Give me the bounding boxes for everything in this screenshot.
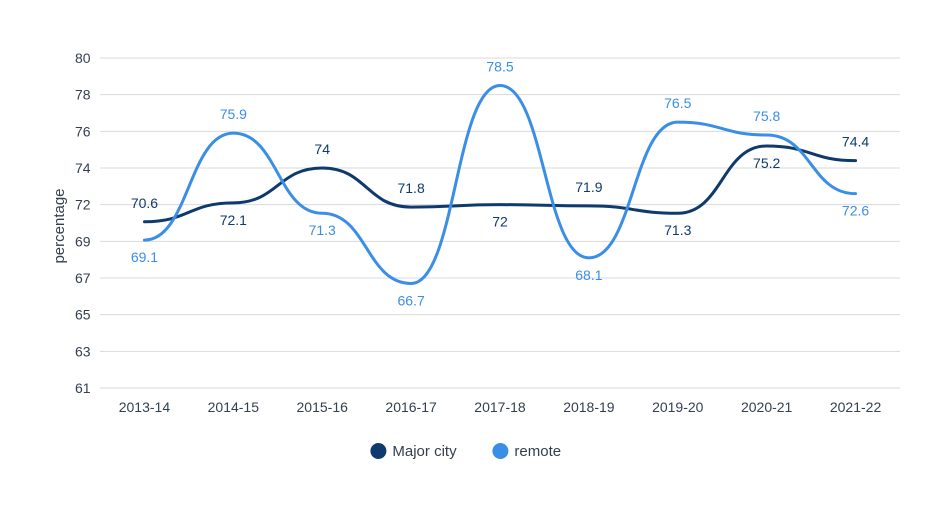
data-label: 74 xyxy=(314,141,330,157)
x-tick-label: 2021-22 xyxy=(830,399,882,415)
y-tick-label: 65 xyxy=(75,307,91,323)
y-tick-label: 72 xyxy=(75,197,91,213)
x-axis-ticks: 2013-14 2014-15 2015-16 2016-17 2017-18 2018-… xyxy=(119,399,882,415)
data-label: 72 xyxy=(492,214,508,230)
data-label: 75.9 xyxy=(220,106,247,122)
data-label: 75.2 xyxy=(753,155,780,171)
y-axis-title: percentage xyxy=(51,188,68,263)
data-label: 74.4 xyxy=(842,134,869,150)
data-label: 72.1 xyxy=(220,212,247,228)
data-label: 68.1 xyxy=(575,267,602,283)
data-label: 76.5 xyxy=(664,95,691,111)
data-label: 66.7 xyxy=(397,293,424,309)
y-tick-label: 78 xyxy=(75,87,91,103)
x-tick-label: 2013-14 xyxy=(119,399,171,415)
series-line-remote xyxy=(142,84,858,285)
y-tick-label: 80 xyxy=(75,50,91,66)
x-tick-label: 2014-15 xyxy=(208,399,260,415)
legend-label: remote xyxy=(514,443,561,460)
y-tick-label: 67 xyxy=(75,270,91,286)
y-tick-label: 61 xyxy=(75,380,91,396)
legend: Major city remote xyxy=(370,443,561,460)
y-tick-label: 74 xyxy=(75,160,91,176)
y-tick-label: 69 xyxy=(75,233,91,249)
x-tick-label: 2019-20 xyxy=(652,399,704,415)
legend-marker-icon xyxy=(370,443,387,459)
data-label: 71.8 xyxy=(397,180,424,196)
series-lines xyxy=(142,84,858,285)
data-label: 69.1 xyxy=(131,249,158,265)
data-label: 72.6 xyxy=(842,203,869,219)
legend-item[interactable]: remote xyxy=(492,443,561,460)
data-label: 71.9 xyxy=(575,179,602,195)
data-label: 70.6 xyxy=(131,195,158,211)
y-axis-ticks: 61 63 65 67 69 72 74 76 78 80 xyxy=(75,50,91,396)
data-label: 75.8 xyxy=(753,108,780,124)
y-tick-label: 63 xyxy=(75,343,91,359)
legend-label: Major city xyxy=(392,443,457,460)
y-tick-label: 76 xyxy=(75,123,91,139)
x-tick-label: 2018-19 xyxy=(563,399,615,415)
x-tick-label: 2015-16 xyxy=(297,399,349,415)
legend-item[interactable]: Major city xyxy=(370,443,457,460)
data-label: 71.3 xyxy=(309,222,336,238)
data-label: 78.5 xyxy=(486,59,513,75)
legend-marker-icon xyxy=(492,443,509,459)
data-label: 71.3 xyxy=(664,222,691,238)
series-line-major-city xyxy=(142,144,858,224)
x-tick-label: 2016-17 xyxy=(385,399,437,415)
data-labels: 70.6 72.1 74 71.8 72 71.9 71.3 75.2 74.4 69.1 75.9… xyxy=(131,59,870,309)
x-tick-label: 2017-18 xyxy=(474,399,526,415)
x-tick-label: 2020-21 xyxy=(741,399,793,415)
